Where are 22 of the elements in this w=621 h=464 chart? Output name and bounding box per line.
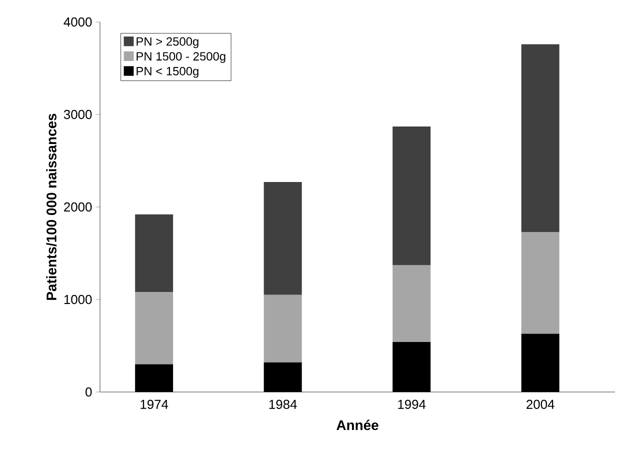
bar [392,265,431,342]
legend-label: PN > 2500g [136,37,198,48]
bar [521,232,560,334]
y-axis-title: Patients/100 000 naissances [46,114,57,300]
bar [521,44,560,232]
y-tick-label: 3000 [64,110,92,120]
legend-label: PN < 1500g [136,66,198,78]
x-tick-label: 2004 [526,400,554,409]
bar [135,292,174,364]
y-tick-label: 4000 [64,17,92,27]
y-tick-label: 0 [86,387,92,397]
x-tick-label: 1984 [269,400,297,409]
bar [264,294,302,362]
bar [392,126,431,266]
x-tick-label: 1974 [140,400,168,409]
bar [135,214,174,292]
bar [264,182,302,295]
y-tick-label: 1000 [64,294,92,304]
legend-label: PN 1500 - 2500g [136,52,226,63]
y-tick-label: 2000 [64,202,92,212]
x-tick-label: 1994 [398,400,426,409]
x-axis-title: Année [336,420,378,430]
